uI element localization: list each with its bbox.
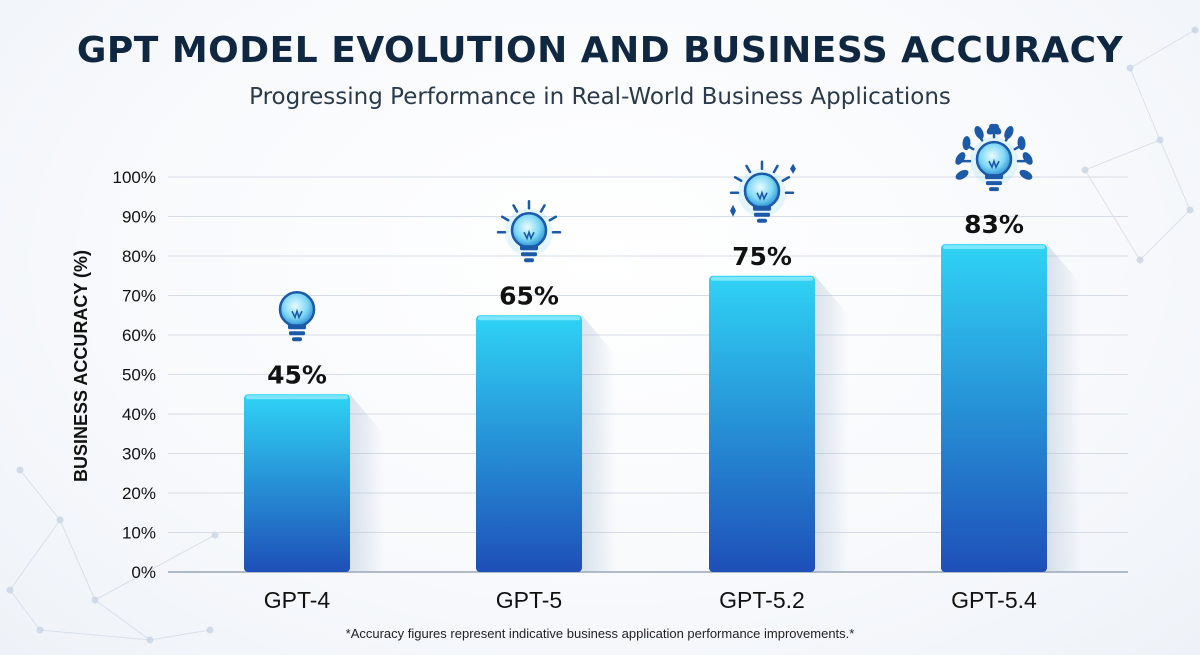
- bar: [941, 244, 1047, 572]
- chart-title: GPT MODEL EVOLUTION AND BUSINESS ACCURAC…: [76, 30, 1124, 71]
- y-axis-ticks: 0% 10% 20% 30% 40% 50% 60% 70% 80% 90% 100%: [113, 168, 156, 582]
- network-node: [1136, 256, 1144, 264]
- data-label: 45%: [267, 360, 327, 389]
- network-line: [59, 519, 96, 601]
- x-tick-label: GPT-4: [264, 587, 331, 613]
- y-tick-label: 100%: [113, 168, 156, 187]
- bar-highlight: [478, 316, 580, 321]
- network-line: [1129, 67, 1161, 141]
- y-tick-label: 80%: [122, 247, 156, 266]
- network-node: [16, 466, 24, 474]
- x-tick-label: GPT-5.4: [951, 587, 1037, 613]
- network-line: [1139, 209, 1191, 261]
- bar: [244, 394, 350, 572]
- y-tick-label: 50%: [122, 366, 156, 385]
- laurel-lightbulb-icon: [955, 123, 1033, 192]
- y-tick-label: 70%: [122, 287, 156, 306]
- network-line: [1084, 169, 1141, 261]
- network-line: [19, 469, 61, 521]
- data-labels: 45% 65% 75% 83%: [267, 210, 1024, 389]
- network-node: [6, 586, 14, 594]
- bar-shadow: [1047, 244, 1081, 572]
- bar-shadow: [815, 275, 849, 572]
- bar: [709, 275, 815, 572]
- lightbulb-icon: [278, 291, 316, 342]
- y-tick-label: 60%: [122, 326, 156, 345]
- data-label: 83%: [964, 210, 1024, 239]
- network-node: [211, 531, 219, 539]
- y-tick-label: 90%: [122, 208, 156, 227]
- x-tick-label: GPT-5: [496, 587, 562, 613]
- network-decoration: [6, 26, 1199, 644]
- bar-highlight: [246, 395, 348, 400]
- y-tick-label: 20%: [122, 484, 156, 503]
- y-tick-label: 30%: [122, 445, 156, 464]
- x-tick-label: GPT-5.2: [719, 587, 805, 613]
- bars: [244, 244, 1081, 572]
- y-axis-label: BUSINESS ACCURACY (%): [71, 250, 91, 482]
- network-node: [1191, 26, 1199, 34]
- y-tick-label: 10%: [122, 524, 156, 543]
- network-node: [1156, 136, 1164, 144]
- chart-subtitle: Progressing Performance in Real-World Bu…: [249, 84, 951, 110]
- bar-shadow: [350, 394, 384, 572]
- network-line: [149, 629, 211, 641]
- network-line: [94, 534, 216, 601]
- network-node: [1081, 166, 1089, 174]
- network-line: [1159, 139, 1191, 211]
- network-node: [1186, 206, 1194, 214]
- network-node: [206, 626, 214, 634]
- bar-highlight: [943, 245, 1045, 250]
- network-node: [56, 516, 64, 524]
- network-node: [91, 596, 99, 604]
- y-tick-label: 40%: [122, 405, 156, 424]
- network-node: [1126, 64, 1134, 72]
- network-node: [146, 636, 154, 644]
- network-line: [1084, 139, 1161, 171]
- network-line: [9, 519, 61, 591]
- x-axis-ticks: GPT-4 GPT-5 GPT-5.2 GPT-5.4: [264, 587, 1037, 613]
- bar: [476, 315, 582, 572]
- sparkle-lightbulb-icon: [729, 160, 796, 223]
- data-label: 65%: [499, 281, 559, 310]
- network-line: [1129, 29, 1196, 69]
- network-node: [36, 626, 44, 634]
- glowing-lightbulb-icon: [496, 200, 562, 263]
- network-line: [9, 589, 41, 631]
- data-label: 75%: [732, 242, 792, 271]
- bar-icons: [278, 123, 1033, 342]
- network-line: [39, 629, 151, 641]
- footnote: *Accuracy figures represent indicative b…: [345, 626, 855, 641]
- network-line: [94, 599, 151, 641]
- y-tick-label: 0%: [131, 563, 156, 582]
- bar-highlight: [711, 276, 813, 281]
- bar-shadow: [582, 315, 616, 572]
